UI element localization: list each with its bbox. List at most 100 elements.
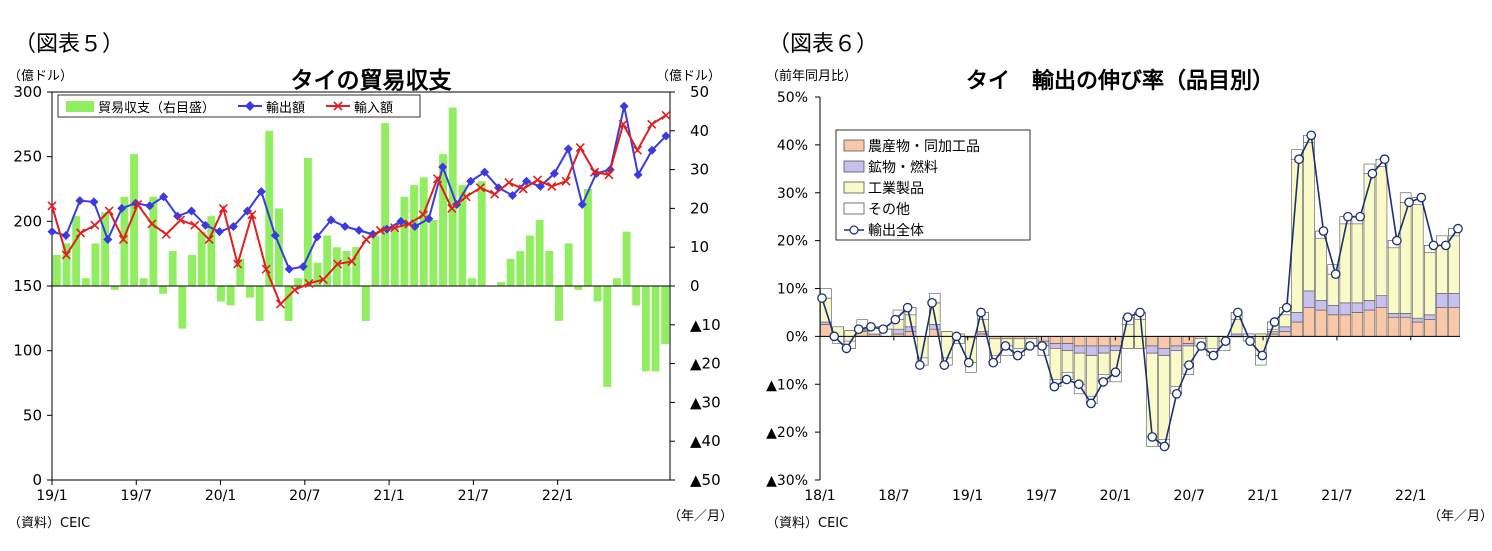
exports-point [187,206,197,216]
total-point [1330,269,1341,279]
total-point [841,343,852,354]
legend-marker-imports [333,101,343,111]
legend-label-total: 輸出全体 [868,222,924,239]
exports-point [61,231,71,241]
total-point [1404,197,1414,208]
total-point [1208,350,1219,361]
exports-point [103,234,113,244]
total-point [866,321,876,332]
right-tick-label: 50 [690,83,709,101]
balance-bar [661,286,670,345]
legend-swatch-agri [843,139,865,152]
exports-point [214,227,224,237]
balance-bar [583,189,592,286]
imports-point [518,184,528,194]
total-point [1232,307,1243,318]
imports-point [390,223,400,233]
balance-bar [226,286,235,306]
balance-bar [62,243,71,286]
exports-point [75,196,85,206]
total-point [1269,317,1280,327]
left-tick-label: 0 [32,471,42,489]
balance-bar [526,235,534,286]
legend-swatch-industrial [843,181,865,194]
balance-bar [641,286,650,372]
industrial-bar [1399,202,1412,314]
agri-bar [1049,336,1062,344]
legend-label-other: その他 [868,202,910,218]
imports-point [590,167,600,177]
imports-point [104,206,114,216]
left-tick-label: 150 [13,277,42,295]
mineral-bar [1339,302,1352,316]
total-point [988,357,999,368]
balance-bar [622,231,631,286]
figure-5-label: （図表５） [14,32,125,57]
mineral-bar [1061,343,1074,352]
exports-point [535,181,545,191]
exports-point [521,176,531,186]
total-point [1391,235,1402,246]
total-point [853,324,864,335]
balance-bar [555,286,563,321]
imports-point [190,220,200,230]
right-tick-label: 40 [690,122,709,140]
left-tick-label: 300 [13,83,42,101]
chart-title: タイ 輸出の伸び率（品目別） [966,68,1274,94]
total-point [1355,211,1366,222]
legend-label-agri: 農産物・同加工品 [868,139,980,155]
balance-bar [236,258,245,286]
x-tick-label: 21/7 [1321,488,1352,504]
total-point [1122,312,1133,323]
exports-point [619,101,629,111]
left-tick-label: 100 [13,342,42,360]
industrial-bar [1351,216,1364,304]
exports-point [508,190,517,200]
right-tick-label: 10 [690,238,709,256]
industrial-bar [1424,245,1436,316]
imports-point [632,145,643,155]
balance-bar [371,235,380,286]
total-point [1416,192,1427,203]
imports-point [247,210,257,220]
exports-point [159,192,169,202]
total-point [1184,360,1194,370]
exports-point [466,176,476,186]
exports-point [326,215,336,225]
agri-bar [1399,316,1412,337]
total-point [914,360,925,370]
exports-point [312,232,322,242]
export-growth-chart: タイ 輸出の伸び率（品目別） （前年同月比） （資料）CEIC （年／月） ▲30% ▲2… [766,68,1492,531]
agri-bar [1411,321,1424,337]
total-point [1147,432,1158,442]
agri-bar [1158,336,1170,349]
imports-point [147,219,157,229]
balance-bar [516,251,525,286]
industrial-bar [1375,158,1388,296]
balance-bar [72,216,81,286]
balance-bar [632,286,641,306]
mineral-bar [1158,348,1170,356]
imports-point [504,177,514,188]
agri-bar [1073,336,1086,347]
mineral-bar [1411,317,1424,323]
agri-bar [1170,336,1182,347]
total-point [1257,350,1268,361]
balance-bar [178,286,187,329]
mineral-bar [1399,313,1412,318]
imports-point [204,234,214,245]
balance-bar [101,212,110,286]
total-point [817,293,827,303]
x-tick-label: 19/7 [1026,488,1057,504]
total-point [1000,341,1011,351]
exports-point [410,222,420,232]
mineral-bar [1351,302,1364,313]
exports-line [51,106,667,271]
imports-point [375,225,385,235]
industrial-bar [1387,240,1400,314]
agri-bar [1436,307,1448,337]
legend-marker-exports [245,101,255,111]
exports-point [563,144,573,154]
x-tick-label: 18/7 [878,488,909,504]
balance-bar [545,251,554,286]
